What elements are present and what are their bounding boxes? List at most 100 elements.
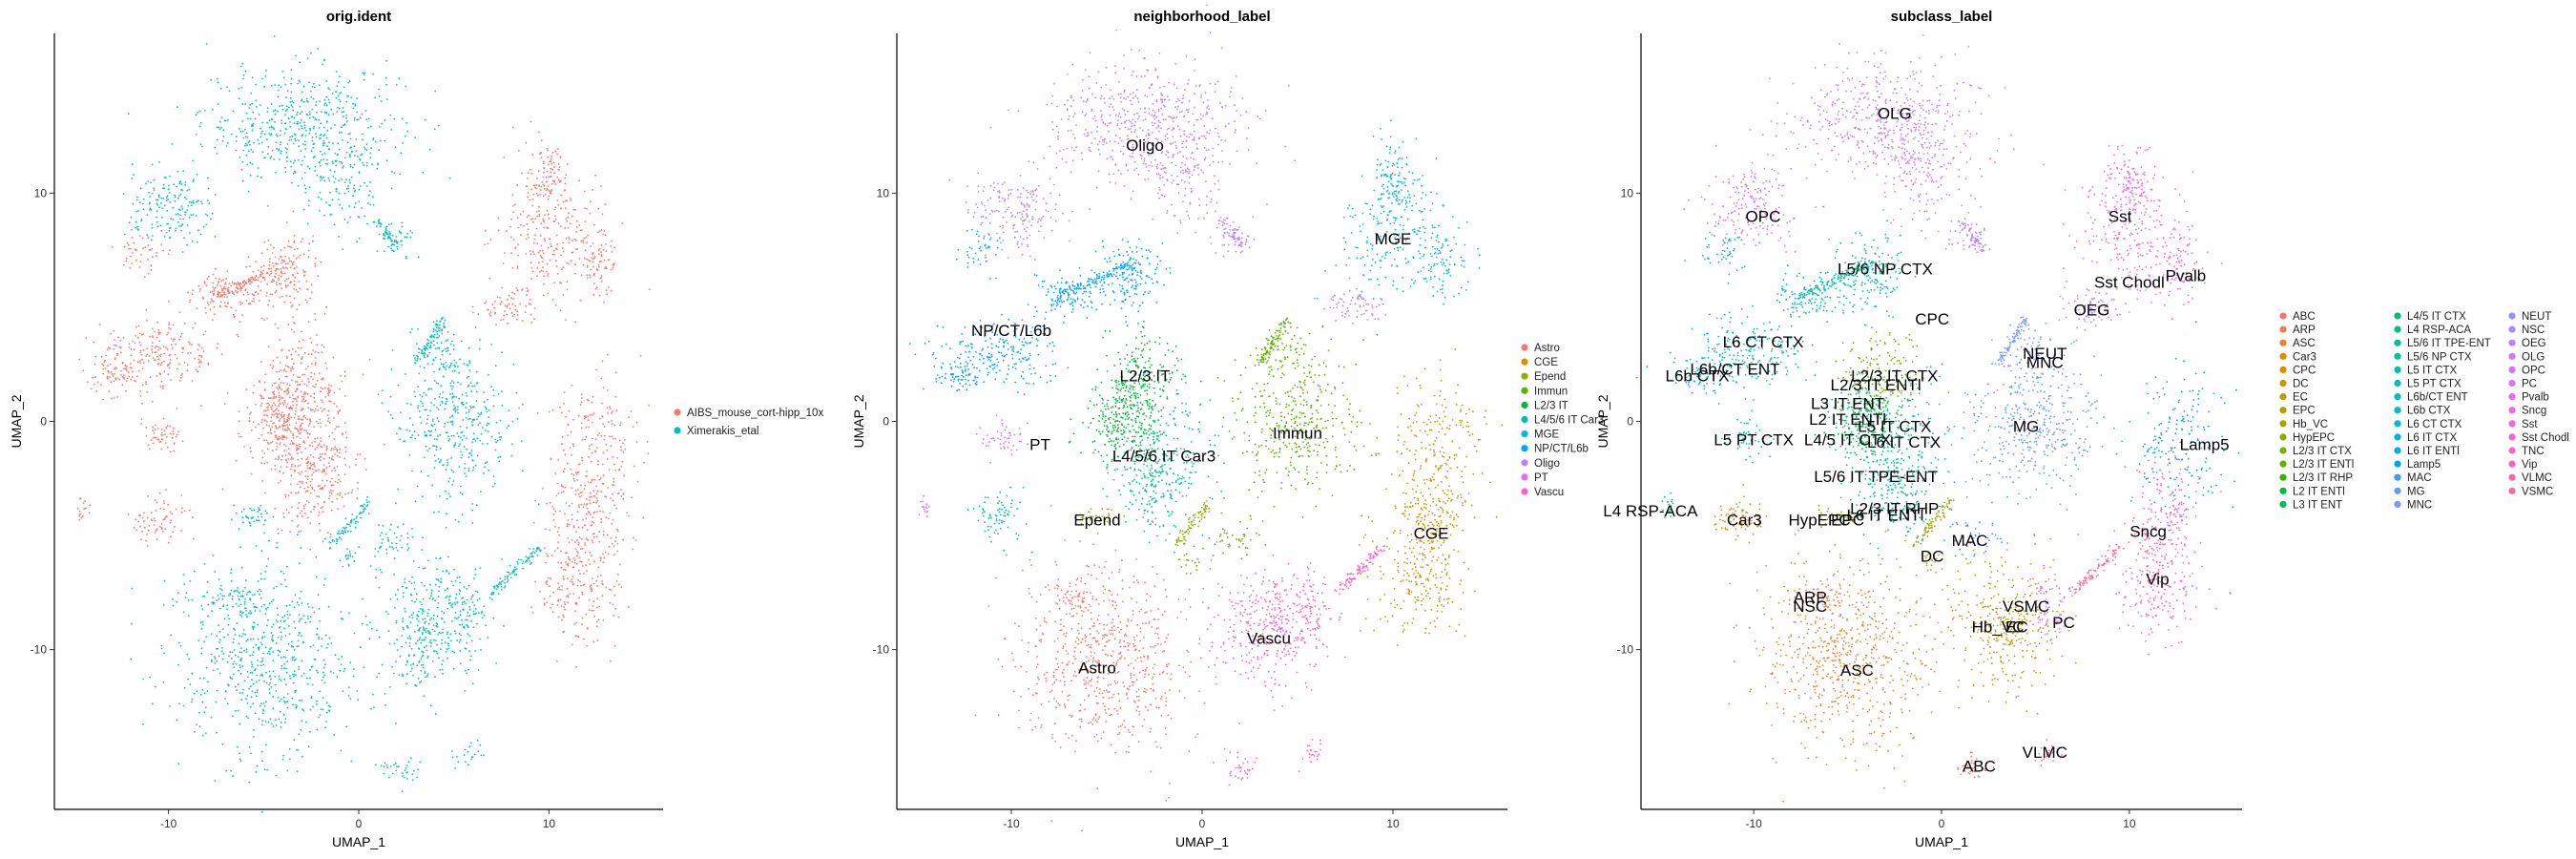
point [199, 233, 202, 236]
point [323, 577, 326, 580]
point [319, 210, 321, 212]
point [106, 348, 109, 351]
point [576, 248, 579, 250]
point [325, 711, 328, 714]
point [245, 715, 248, 718]
point [234, 654, 237, 657]
point [322, 142, 324, 145]
point [288, 139, 291, 141]
point [365, 149, 368, 152]
point [270, 685, 273, 688]
point [278, 412, 280, 415]
point [309, 408, 312, 410]
point [282, 422, 285, 425]
point [599, 556, 602, 558]
point [300, 346, 302, 349]
point [390, 368, 393, 370]
point [226, 296, 229, 298]
point [447, 464, 448, 466]
point [589, 551, 592, 554]
point [231, 715, 234, 718]
point [335, 426, 338, 429]
point [246, 594, 248, 596]
point [362, 161, 364, 164]
point [304, 143, 306, 146]
point [302, 275, 305, 277]
point [176, 408, 178, 409]
point [156, 321, 159, 324]
point [471, 441, 473, 444]
point [456, 576, 459, 578]
point [303, 172, 306, 174]
point [268, 300, 271, 302]
point [299, 383, 301, 386]
point [356, 497, 359, 499]
point [260, 176, 262, 178]
point [595, 497, 598, 499]
point [480, 411, 483, 414]
point [274, 256, 277, 259]
point [337, 410, 340, 413]
point [572, 566, 575, 569]
point [610, 589, 613, 591]
point [447, 631, 449, 634]
point [298, 665, 301, 668]
point [257, 623, 259, 626]
point [305, 430, 308, 432]
point [169, 511, 172, 513]
point [273, 280, 276, 283]
point [304, 399, 307, 402]
point [544, 193, 547, 196]
point [322, 584, 325, 586]
point [426, 354, 429, 356]
point [547, 292, 550, 295]
point [130, 348, 133, 350]
point [265, 420, 268, 423]
point [343, 667, 346, 670]
point [449, 364, 452, 367]
point [482, 427, 484, 429]
point [538, 184, 540, 187]
point [320, 422, 322, 425]
point [209, 301, 212, 304]
point [254, 594, 256, 596]
point [170, 535, 172, 538]
point [159, 355, 162, 358]
point [141, 367, 144, 370]
point [511, 443, 513, 446]
point [273, 422, 276, 424]
point [263, 388, 266, 390]
point [285, 649, 288, 652]
point [452, 409, 455, 411]
point [479, 567, 482, 569]
point [299, 61, 301, 64]
point [85, 507, 87, 510]
point [274, 269, 277, 272]
point [183, 237, 185, 240]
point [287, 419, 289, 422]
point [417, 328, 419, 330]
point [451, 650, 454, 653]
point [222, 628, 224, 630]
point [417, 678, 420, 680]
point [463, 609, 465, 612]
point [301, 428, 303, 430]
point [318, 118, 320, 121]
point [320, 437, 322, 439]
point [304, 299, 307, 302]
point [178, 702, 180, 705]
point [233, 627, 236, 630]
point [600, 557, 602, 560]
point [564, 513, 566, 515]
point [241, 120, 244, 122]
point [459, 492, 462, 494]
point [620, 489, 622, 491]
point [296, 449, 298, 451]
point [330, 509, 333, 512]
point [556, 547, 559, 550]
point [361, 207, 363, 209]
point [227, 614, 230, 617]
point [420, 471, 423, 472]
point [403, 592, 405, 594]
point [592, 640, 595, 643]
